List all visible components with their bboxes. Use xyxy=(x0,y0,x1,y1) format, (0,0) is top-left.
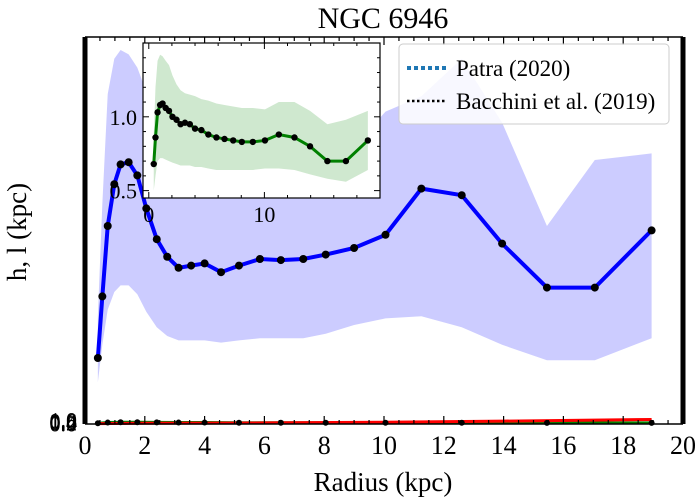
chart-title: NGC 6946 xyxy=(318,2,449,35)
inset-data-point xyxy=(159,100,166,107)
data-point xyxy=(350,244,359,252)
data-point xyxy=(234,261,243,270)
data-point xyxy=(322,419,329,426)
data-point xyxy=(103,222,112,230)
inset-data-point xyxy=(275,131,283,138)
x-tick-label: 20 xyxy=(670,431,696,460)
inset-data-point xyxy=(205,131,212,138)
data-point xyxy=(163,252,172,261)
inset-data-point xyxy=(152,134,159,141)
x-axis-label: Radius (kpc) xyxy=(314,467,453,497)
legend: Patra (2020) Bacchini et al. (2019) xyxy=(398,43,670,125)
y-axis-label: h, l (kpc) xyxy=(2,183,32,281)
inset-data-point xyxy=(364,137,372,144)
data-point xyxy=(647,226,656,235)
inset-y-tick-label: 1.0 xyxy=(110,105,138,130)
data-point xyxy=(255,255,264,263)
data-point xyxy=(417,184,426,193)
inset-data-point xyxy=(229,137,237,144)
inset-data-point xyxy=(186,120,194,128)
inset-data-point xyxy=(261,137,269,144)
data-point xyxy=(648,419,655,426)
legend-label-1: Bacchini et al. (2019) xyxy=(456,89,655,114)
inset-y-tick-label: 0.5 xyxy=(110,179,138,204)
data-point xyxy=(382,419,389,426)
data-point xyxy=(187,261,196,270)
data-point xyxy=(133,171,142,180)
data-point xyxy=(381,230,390,239)
x-tick-label: 16 xyxy=(550,431,576,460)
inset-x-tick-label: 10 xyxy=(253,202,275,227)
data-point xyxy=(299,255,308,263)
data-point xyxy=(93,354,102,362)
legend-label-0: Patra (2020) xyxy=(456,56,570,81)
main-band-layer xyxy=(97,50,652,383)
inset-data-point xyxy=(213,134,220,141)
inset-data-point xyxy=(342,157,350,165)
data-point xyxy=(321,250,330,259)
data-point xyxy=(200,259,209,268)
data-point xyxy=(124,158,133,167)
data-point xyxy=(543,419,550,426)
data-point xyxy=(217,268,226,277)
y-tick-label: 0.6 xyxy=(50,409,78,434)
main-ticks-layer: 0 2 4 6 8 10 12 14 16 18 200.00.20.40.60.81.0 xyxy=(50,36,696,460)
data-point xyxy=(276,256,285,265)
y-tick-label: 1.0 xyxy=(50,408,78,433)
main-plot: 0 2 4 6 8 10 12 14 16 18 200.00.20.40.60.81.0 xyxy=(50,36,696,460)
data-point xyxy=(152,235,161,244)
inset-data-point xyxy=(306,143,314,150)
x-tick-label: 14 xyxy=(491,431,517,460)
inset-data-point xyxy=(324,157,331,165)
data-point xyxy=(542,283,551,292)
inset-data-point xyxy=(198,126,205,134)
data-point xyxy=(498,239,507,248)
y-tick-label: 0.4 xyxy=(50,410,78,435)
data-point xyxy=(116,160,125,169)
inset-ticks-layer: 0 10 0.5 1.0 xyxy=(110,43,381,227)
data-point xyxy=(142,204,151,213)
inset-data-point xyxy=(291,134,298,141)
x-tick-label: 12 xyxy=(431,431,457,460)
inset-points-layer xyxy=(150,100,372,168)
data-point xyxy=(235,419,242,426)
inset-data-point xyxy=(249,138,257,146)
inset-data-point xyxy=(165,107,173,115)
data-point xyxy=(590,283,599,292)
inset-x-tick-label: 0 xyxy=(143,202,154,227)
data-point xyxy=(457,191,466,200)
x-tick-label: 18 xyxy=(610,431,636,460)
x-tick-label: 0 xyxy=(79,431,92,460)
y-tick-label: 0.0 xyxy=(50,412,78,437)
main-uncertainty-band xyxy=(97,50,652,383)
inset-data-point xyxy=(181,119,189,126)
inset-band-layer xyxy=(153,54,368,191)
data-point xyxy=(458,419,465,426)
data-point xyxy=(110,180,119,189)
inset-data-point xyxy=(154,109,161,116)
x-tick-label: 4 xyxy=(198,431,211,460)
inset-data-point xyxy=(191,125,199,132)
y-tick-label: 0.2 xyxy=(50,411,78,436)
data-point xyxy=(98,292,107,301)
inset-uncertainty-band xyxy=(153,54,368,191)
x-tick-label: 2 xyxy=(138,431,151,460)
inset-data-point xyxy=(238,138,246,146)
y-tick-label: 0.8 xyxy=(50,408,78,433)
x-tick-label: 10 xyxy=(371,431,397,460)
x-tick-label: 6 xyxy=(258,431,271,460)
data-point xyxy=(277,419,284,426)
data-point xyxy=(174,263,183,272)
legend-box xyxy=(398,43,670,125)
inset-data-point xyxy=(221,135,228,143)
x-tick-label: 8 xyxy=(318,431,331,460)
inset-data-point xyxy=(173,116,180,123)
inset-data-point xyxy=(150,160,157,168)
inset-plot: 0 10 0.5 1.0 xyxy=(110,42,381,227)
